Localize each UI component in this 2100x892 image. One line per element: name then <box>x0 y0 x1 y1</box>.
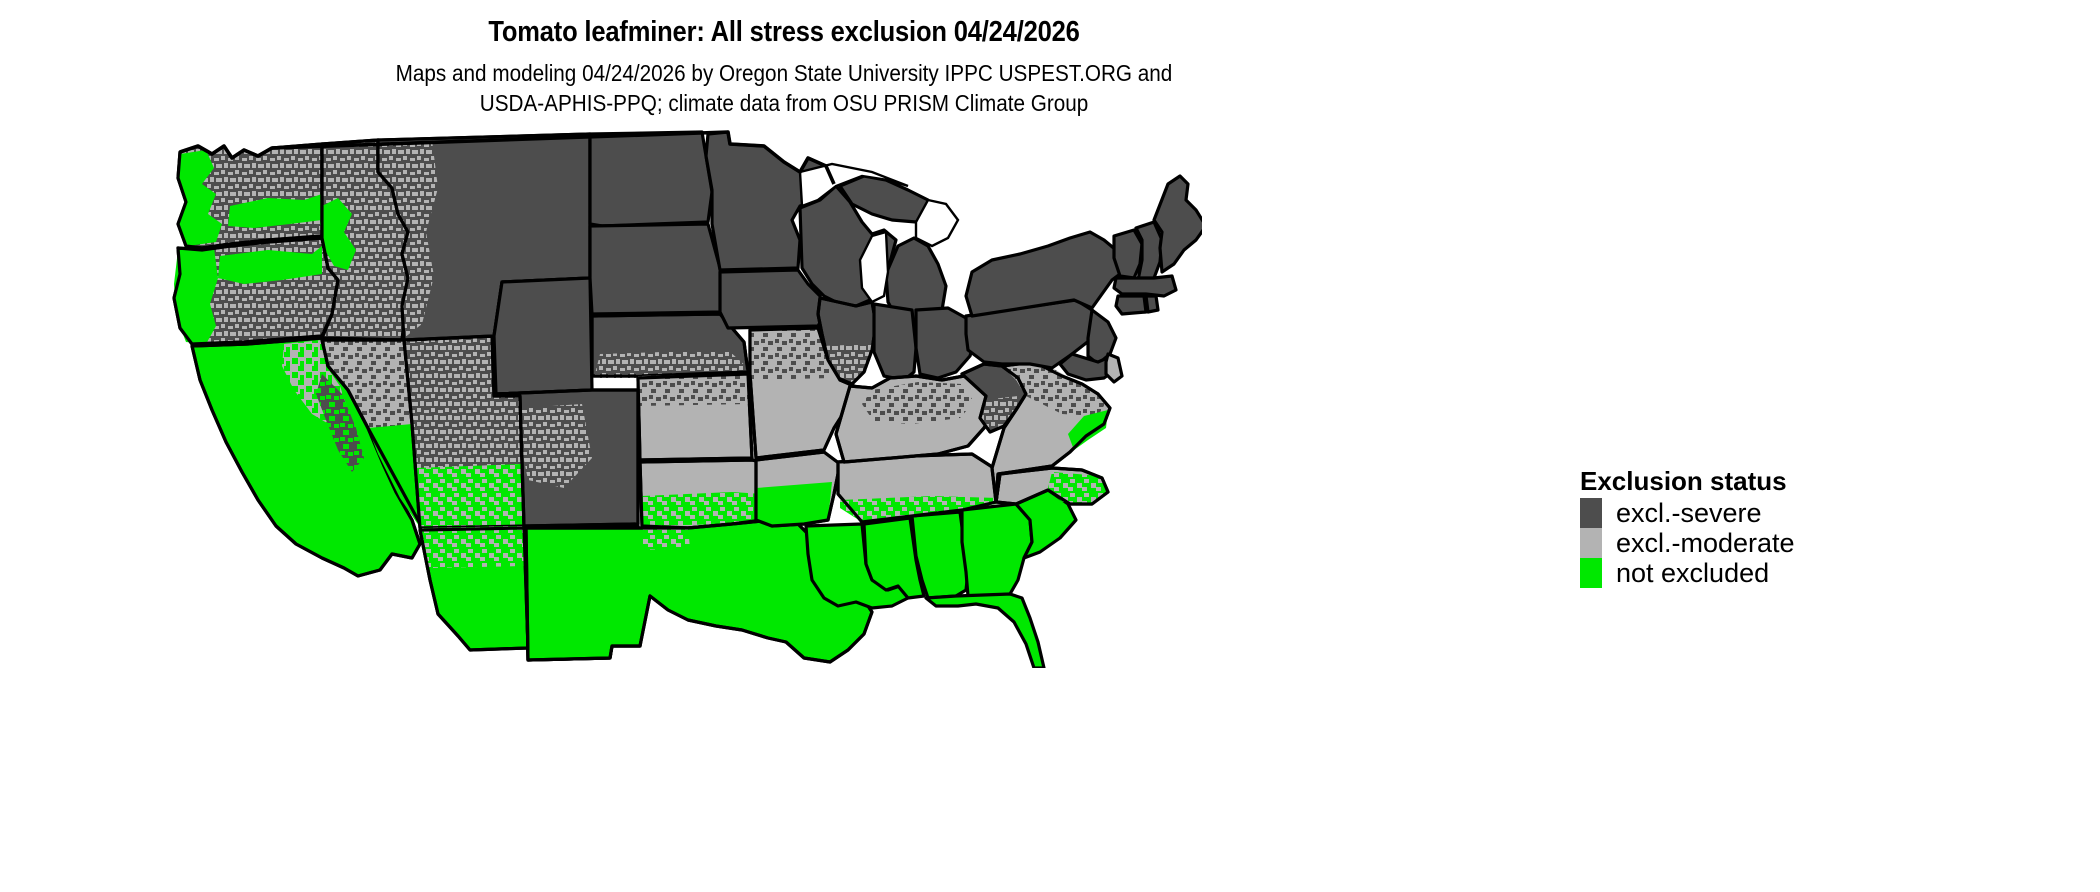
state-VA-outline <box>990 360 1112 504</box>
legend-swatch-moderate <box>1580 528 1602 558</box>
state-CO-mod <box>520 404 592 488</box>
state-IL-mod-s <box>822 344 872 384</box>
legend-label-severe: excl.-severe <box>1616 498 1762 528</box>
map-container <box>172 128 1202 668</box>
state-CT <box>1114 294 1148 316</box>
state-DE <box>1104 352 1124 384</box>
state-AZ-mod-n <box>422 526 524 568</box>
state-FL <box>924 592 1046 668</box>
state-AR-green-s <box>756 482 832 526</box>
state-OR-green-band <box>218 246 322 284</box>
lake-superior <box>798 162 909 208</box>
state-MA <box>1112 274 1178 298</box>
state-ND <box>588 130 714 228</box>
state-OH <box>914 306 978 380</box>
state-CO-outline <box>494 388 640 528</box>
state-AR-outline <box>754 450 842 528</box>
state-ME <box>1152 174 1202 274</box>
subtitle-line-1: Maps and modeling 04/24/2026 by Oregon S… <box>395 60 1173 86</box>
state-CA-moderate-sierra <box>316 374 364 472</box>
state-KS-outline <box>636 372 754 462</box>
legend-label-moderate: excl.-moderate <box>1616 528 1795 558</box>
state-WA-green-west <box>178 150 222 246</box>
subtitle-line-2: USDA-APHIS-PPQ; climate data from OSU PR… <box>479 90 1089 116</box>
us-exclusion-map <box>172 128 1202 668</box>
legend-swatch-severe <box>1580 498 1602 528</box>
state-KY-sev <box>862 382 974 424</box>
state-KS-sev-n <box>638 374 750 406</box>
page-subtitle: Maps and modeling 04/24/2026 by Oregon S… <box>78 58 1489 118</box>
state-IL-outline <box>816 296 878 386</box>
state-VA-green-e <box>1068 410 1108 450</box>
state-RI <box>1144 294 1160 314</box>
state-MO-sev-n <box>750 328 832 380</box>
national-border <box>179 130 836 185</box>
state-TN-outline <box>836 452 1002 524</box>
page-title: Tomato leafminer: All stress exclusion 0… <box>488 16 1080 48</box>
state-ID-green <box>320 198 356 270</box>
state-UT-green-s <box>416 464 524 528</box>
legend-title: Exclusion status <box>1580 466 1787 496</box>
state-TX-mod-pan <box>642 528 690 550</box>
state-WY <box>492 276 594 396</box>
state-NC-outline <box>994 466 1110 506</box>
state-IN <box>872 302 918 382</box>
legend-item-moderate: excl.-moderate <box>1580 528 1910 558</box>
state-OR-green-west <box>174 248 218 344</box>
state-NC-green-e <box>1048 472 1108 504</box>
legend-swatch-not-excluded <box>1580 558 1602 588</box>
state-shapes <box>172 130 1202 668</box>
lake-huron-erie <box>914 198 960 248</box>
state-MD <box>1058 352 1120 382</box>
state-VA-sev-n <box>1004 368 1106 416</box>
state-VT <box>1112 228 1144 280</box>
state-TN-green-s <box>840 496 998 522</box>
state-SD <box>588 222 730 316</box>
state-AZ-outline <box>418 526 530 652</box>
legend-label-not-excluded: not excluded <box>1616 558 1770 588</box>
state-NE-mod-s <box>594 350 748 378</box>
map-legend: Exclusion status excl.-severe excl.-mode… <box>1580 466 1910 588</box>
legend-item-severe: excl.-severe <box>1580 498 1910 528</box>
state-WV-mod-s <box>980 396 1018 432</box>
great-lakes <box>798 162 960 304</box>
state-WA-green-band <box>228 194 322 228</box>
legend-item-not-excluded: not excluded <box>1580 558 1910 588</box>
lake-michigan <box>858 230 890 304</box>
